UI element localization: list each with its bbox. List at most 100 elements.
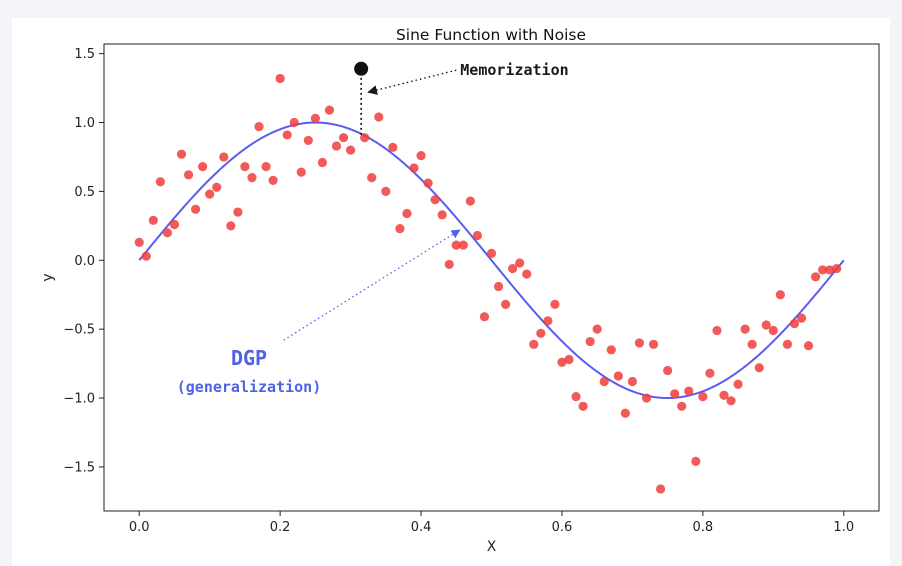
chart-title: Sine Function with Noise [396,26,586,44]
data-point [522,269,532,279]
data-point [740,324,750,334]
dgp-annotation: DGP [231,346,267,370]
data-point [550,299,560,309]
data-point [254,122,264,132]
plot-area-frame [103,43,880,512]
y-tick-label: −0.5 [63,323,95,338]
data-point [733,379,743,389]
data-point [331,141,342,151]
data-point [818,265,828,275]
data-point [578,401,588,411]
data-point [198,162,208,172]
data-point [796,313,807,323]
data-point [176,149,187,159]
data-point [564,354,574,365]
y-tick-label: 0.0 [74,254,95,269]
data-point [472,230,483,241]
data-point [296,167,306,177]
memorization-arrow [367,69,457,95]
data-point [508,263,518,274]
data-point [712,325,722,336]
data-point [338,133,349,143]
data-point [155,177,165,187]
data-point [832,263,842,274]
data-point [190,204,201,214]
data-point [627,376,638,387]
x-tick-label: 0.0 [129,520,150,535]
data-point [691,456,701,467]
x-axis: 0.0 0.2 0.4 0.6 0.8 1.0 [129,511,854,535]
data-point [374,112,384,122]
y-tick-label: 0.5 [74,185,95,200]
x-tick-label: 0.4 [411,520,432,535]
data-point [726,396,736,406]
x-tick-label: 0.6 [552,520,573,535]
data-point [515,258,525,268]
data-point [423,178,433,188]
x-tick-label: 1.0 [833,520,854,535]
y-axis-label: y [40,273,56,281]
memorized-point [354,61,369,76]
y-tick-label: −1.0 [63,392,95,407]
data-point [634,338,645,348]
data-point [268,175,278,185]
data-point [719,390,729,400]
data-point [226,221,236,231]
data-point [261,162,271,172]
data-point [169,219,180,230]
data-point [324,105,335,115]
data-point [500,299,511,309]
data-point [803,341,814,351]
data-point [458,240,468,250]
data-point [205,189,215,199]
data-point [655,484,666,494]
data-point [219,152,229,162]
figure-background [12,18,890,566]
data-point [395,223,405,234]
data-point [275,73,285,84]
data-point [360,133,370,143]
data-point [536,328,546,338]
generalization-annotation: (generalization) [177,378,322,396]
x-tick-label: 0.8 [693,520,714,535]
data-point [684,386,694,396]
data-point [282,130,292,140]
data-point [444,259,454,270]
x-tick-label: 0.2 [270,520,291,535]
data-point [670,389,680,399]
data-point [789,319,800,329]
data-point [381,186,391,197]
data-point [698,392,708,402]
data-point [437,210,447,220]
y-tick-label: 1.5 [74,47,95,62]
memorization-annotation: Memorization [460,61,568,79]
data-point [388,142,398,152]
data-point [599,376,609,387]
data-point [529,339,539,349]
data-point [148,215,158,225]
dgp-sine-curve [138,121,845,400]
data-point [289,117,299,128]
data-point [233,207,243,217]
y-tick-label: 1.0 [74,116,95,131]
data-point [747,339,757,349]
data-point [825,265,835,275]
y-tick-label: −1.5 [63,460,95,475]
data-point [543,316,553,326]
data-point [303,135,313,146]
data-point [451,240,461,250]
data-point [620,408,630,418]
data-point [677,401,687,411]
data-point [571,392,581,402]
data-point [310,113,320,123]
data-point [775,290,785,300]
data-point [430,195,440,205]
data-point [585,336,595,347]
data-point [782,339,793,349]
data-point [557,357,567,367]
data-point [592,324,602,334]
data-point [416,150,426,161]
data-point [212,182,222,192]
data-point [162,228,173,238]
data-point [705,368,715,378]
